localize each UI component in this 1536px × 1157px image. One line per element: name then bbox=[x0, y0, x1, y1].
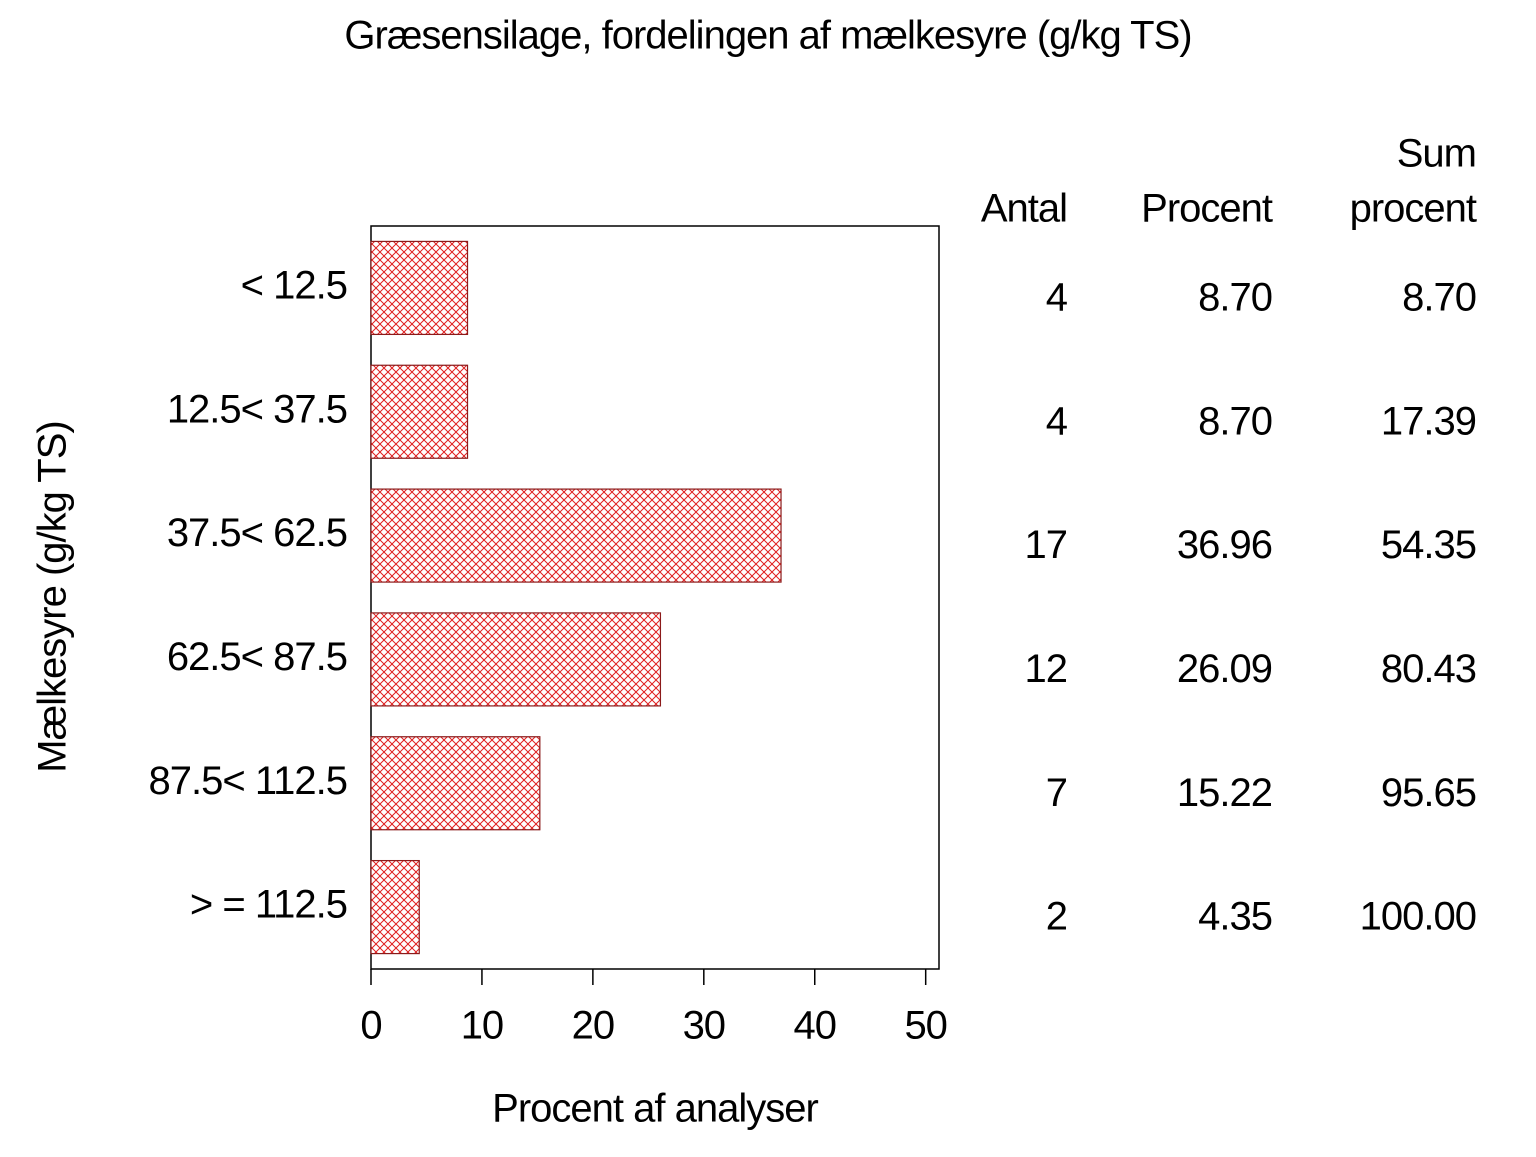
bar bbox=[370, 488, 782, 583]
y-tick-label: 12.5< 37.5 bbox=[167, 387, 347, 431]
table-header: Sum bbox=[1397, 132, 1476, 176]
table-percent: 15.22 bbox=[1177, 771, 1272, 815]
table-percent: 4.35 bbox=[1198, 895, 1272, 939]
table-sum-percent: 100.00 bbox=[1360, 895, 1476, 939]
y-axis-label: Mælkesyre (g/kg TS) bbox=[31, 421, 75, 772]
bar bbox=[370, 364, 469, 459]
x-tick-label: 30 bbox=[683, 1004, 726, 1048]
table-sum-percent: 95.65 bbox=[1381, 771, 1476, 815]
x-tick-label: 20 bbox=[572, 1004, 615, 1048]
table-sum-percent: 80.43 bbox=[1381, 647, 1476, 691]
y-tick-label: 37.5< 62.5 bbox=[167, 511, 347, 555]
table-header: procent bbox=[1350, 187, 1477, 231]
table-header: Antal bbox=[981, 187, 1067, 231]
y-tick-label: < 12.5 bbox=[241, 263, 347, 307]
table-sum-percent: 54.35 bbox=[1381, 523, 1476, 567]
table-percent: 36.96 bbox=[1177, 523, 1272, 567]
bar bbox=[370, 859, 420, 955]
x-tick-label: 40 bbox=[794, 1004, 837, 1048]
y-tick-label: 87.5< 112.5 bbox=[149, 759, 347, 803]
table-percent: 26.09 bbox=[1177, 647, 1272, 691]
table-count: 12 bbox=[1025, 647, 1068, 691]
table-sum-percent: 17.39 bbox=[1381, 399, 1476, 443]
y-tick-label: > = 112.5 bbox=[190, 883, 347, 927]
table-count: 17 bbox=[1025, 523, 1068, 567]
y-tick-label: 62.5< 87.5 bbox=[167, 635, 347, 679]
table-percent: 8.70 bbox=[1198, 275, 1272, 319]
x-tick-label: 50 bbox=[904, 1004, 947, 1048]
x-tick-label: 0 bbox=[360, 1004, 381, 1048]
bar bbox=[370, 240, 469, 336]
table-percent: 8.70 bbox=[1198, 399, 1272, 443]
table-count: 7 bbox=[1046, 771, 1067, 815]
table-count: 4 bbox=[1046, 275, 1068, 319]
chart-title: Græsensilage, fordelingen af mælkesyre (… bbox=[344, 14, 1191, 58]
x-axis-label: Procent af analyser bbox=[492, 1087, 818, 1131]
table-count: 2 bbox=[1046, 895, 1067, 939]
table-count: 4 bbox=[1046, 399, 1068, 443]
table-header: Procent bbox=[1141, 187, 1273, 231]
x-tick-label: 10 bbox=[461, 1004, 504, 1048]
plot-frame bbox=[370, 225, 940, 970]
bar bbox=[370, 612, 662, 707]
bar bbox=[370, 736, 541, 831]
table-sum-percent: 8.70 bbox=[1402, 275, 1476, 319]
